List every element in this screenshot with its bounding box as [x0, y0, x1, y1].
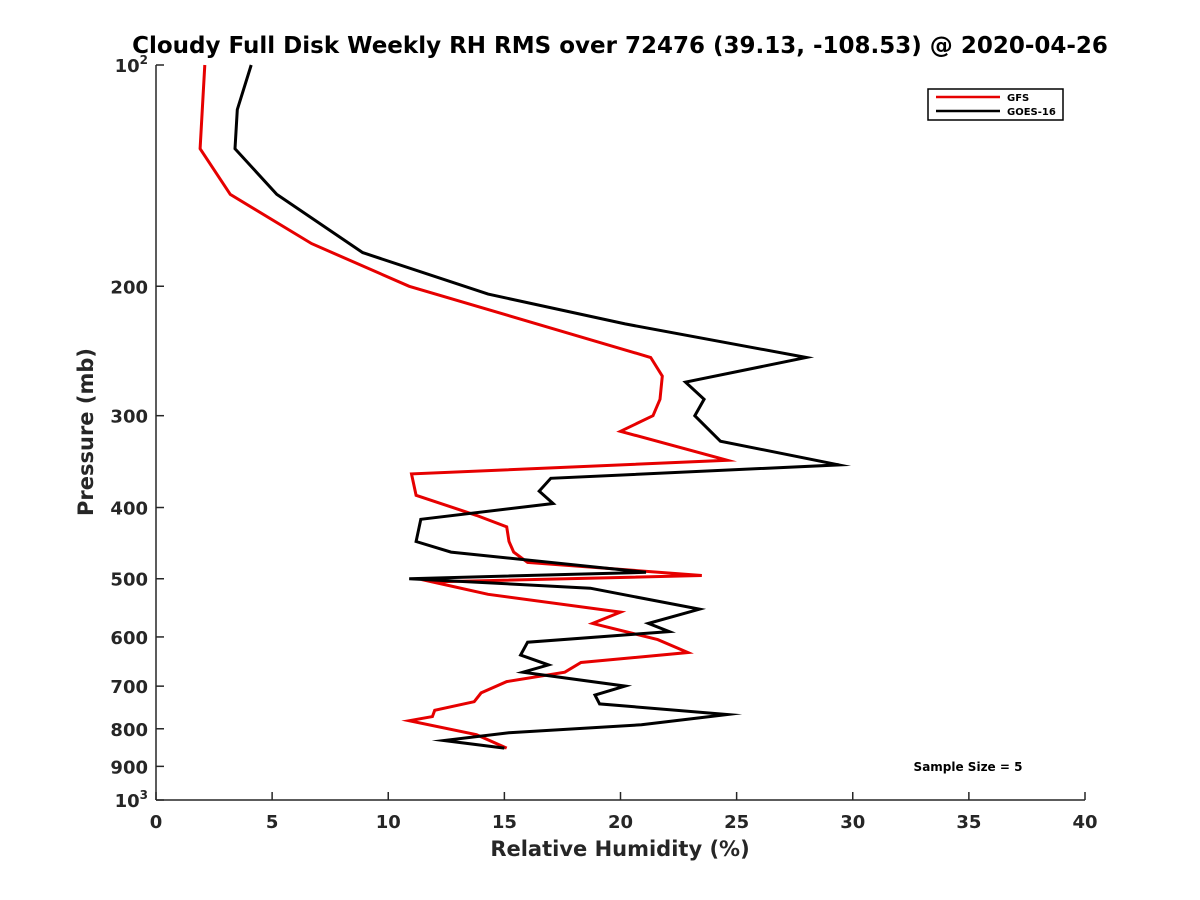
x-tick-label: 40: [1072, 812, 1097, 833]
x-tick-label: 10: [376, 812, 401, 833]
x-tick-label: 0: [150, 812, 163, 833]
x-tick-label: 15: [492, 812, 517, 833]
x-axis-label: Relative Humidity (%): [490, 837, 749, 861]
y-tick-label: 800: [110, 720, 148, 741]
sample-size-annotation: Sample Size = 5: [914, 760, 1023, 774]
x-tick-label: 30: [840, 812, 865, 833]
series-line-gfs: [198, 64, 738, 750]
y-axis-ticks: 102 200 300 400 500 600 700 800 900 103: [110, 53, 164, 812]
y-tick-label: 700: [110, 677, 148, 698]
series-line-goes16: [233, 64, 852, 750]
y-tick-label: 900: [110, 757, 148, 778]
y-tick-label: 200: [110, 277, 148, 298]
x-tick-label: 25: [724, 812, 749, 833]
y-axis-label: Pressure (mb): [74, 348, 98, 516]
x-tick-label: 20: [608, 812, 633, 833]
y-tick-label: 400: [110, 499, 148, 520]
y-tick-label: 500: [110, 570, 148, 591]
x-tick-label: 35: [956, 812, 981, 833]
y-tick-label: 103: [115, 788, 148, 812]
legend-box: [927, 88, 1064, 121]
y-tick-label: 300: [110, 407, 148, 428]
x-tick-label: 5: [266, 812, 279, 833]
y-tick-label: 102: [115, 53, 148, 77]
legend-label-goes16: GOES-16: [1007, 107, 1056, 118]
chart-title: Cloudy Full Disk Weekly RH RMS over 7247…: [132, 33, 1108, 59]
y-tick-label: 600: [110, 628, 148, 649]
x-axis-ticks: 0 5 10 15 20 25 30 35 40: [150, 792, 1098, 833]
series-lines: [198, 64, 852, 750]
legend: GFS GOES-16: [927, 88, 1064, 121]
legend-label-gfs: GFS: [1007, 93, 1029, 104]
